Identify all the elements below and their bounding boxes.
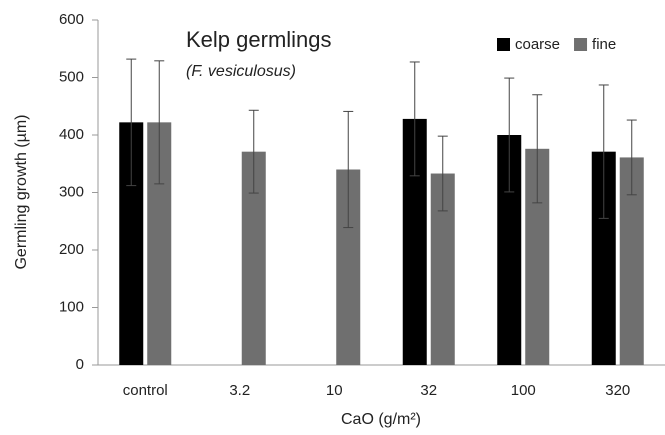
x-tick-label: 10 bbox=[326, 382, 343, 399]
y-tick-label: 100 bbox=[59, 298, 84, 315]
legend-swatch bbox=[574, 38, 588, 51]
y-tick-label: 300 bbox=[59, 183, 84, 200]
error-bar bbox=[437, 135, 448, 212]
error-bar bbox=[532, 94, 543, 204]
y-tick-label: 0 bbox=[76, 356, 84, 373]
y-tick-label: 500 bbox=[59, 68, 84, 85]
error-bar bbox=[248, 109, 259, 194]
legend-label: fine bbox=[592, 36, 616, 53]
x-tick-label: 32 bbox=[420, 382, 437, 399]
chart-title: Kelp germlings bbox=[186, 27, 332, 52]
error-bar bbox=[409, 61, 420, 177]
y-tick-label: 200 bbox=[59, 241, 84, 258]
x-tick-label: control bbox=[123, 382, 168, 399]
x-axis-label: CaO (g/m²) bbox=[341, 411, 421, 428]
error-bar bbox=[126, 58, 137, 187]
error-bar bbox=[504, 77, 515, 193]
error-bar bbox=[154, 60, 165, 185]
x-tick-label: 320 bbox=[605, 382, 630, 399]
x-tick-label: 100 bbox=[511, 382, 536, 399]
error-bar bbox=[343, 110, 354, 229]
x-tick-label: 3.2 bbox=[229, 382, 250, 399]
legend-label: coarse bbox=[515, 36, 560, 53]
chart-subtitle: (F. vesiculosus) bbox=[186, 63, 296, 80]
y-tick-label: 400 bbox=[59, 126, 84, 143]
legend-swatch bbox=[497, 38, 510, 51]
y-tick-label: 600 bbox=[59, 11, 84, 28]
error-bar bbox=[626, 119, 637, 196]
error-bar bbox=[598, 84, 609, 219]
y-axis-label: Germling growth (µm) bbox=[13, 114, 30, 269]
